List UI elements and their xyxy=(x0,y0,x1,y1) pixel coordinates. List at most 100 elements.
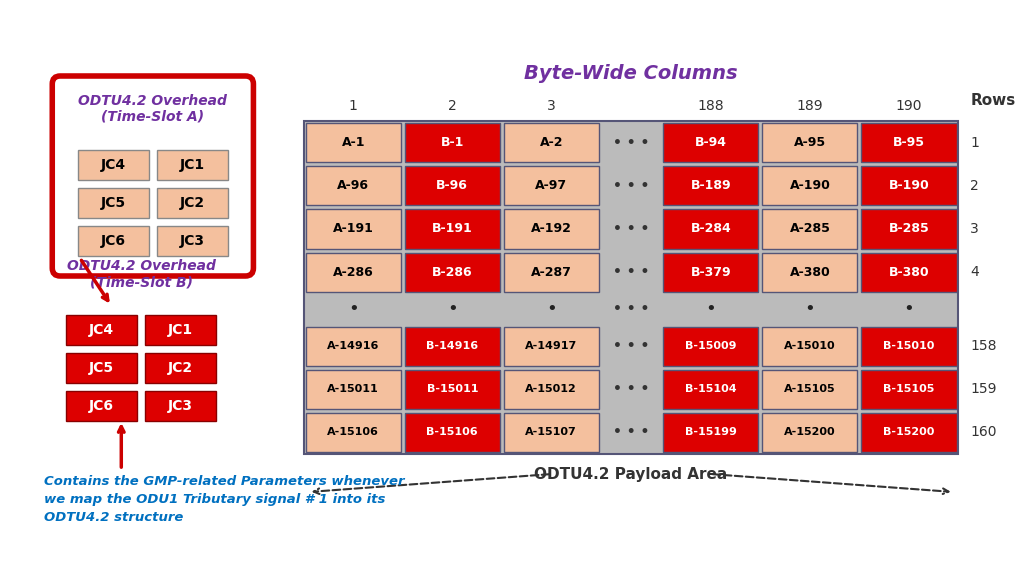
Text: JC4: JC4 xyxy=(89,323,114,337)
Text: we map the ODU1 Tributary signal # 1 into its: we map the ODU1 Tributary signal # 1 int… xyxy=(44,493,386,506)
Bar xyxy=(157,150,227,180)
Text: 189: 189 xyxy=(797,99,823,113)
Text: 4: 4 xyxy=(971,265,979,279)
Text: 3: 3 xyxy=(547,99,556,113)
Text: A-15107: A-15107 xyxy=(525,427,578,437)
Text: B-380: B-380 xyxy=(889,266,929,279)
Bar xyxy=(861,327,956,366)
Text: A-380: A-380 xyxy=(790,266,830,279)
Bar xyxy=(762,413,857,452)
Bar xyxy=(306,252,400,291)
Bar xyxy=(861,413,956,452)
Bar xyxy=(157,226,227,256)
Bar xyxy=(78,188,148,218)
Text: A-287: A-287 xyxy=(530,266,571,279)
Bar xyxy=(306,370,400,409)
Text: JC2: JC2 xyxy=(180,196,205,210)
Bar xyxy=(762,123,857,162)
Text: Rows: Rows xyxy=(971,93,1016,108)
Text: JC5: JC5 xyxy=(89,361,114,375)
Text: A-285: A-285 xyxy=(790,222,830,236)
Bar xyxy=(861,123,956,162)
Bar xyxy=(664,370,759,409)
Text: B-15105: B-15105 xyxy=(884,384,935,394)
Text: B-96: B-96 xyxy=(436,179,468,192)
Text: JC3: JC3 xyxy=(168,399,193,413)
Text: •: • xyxy=(706,300,716,318)
Bar xyxy=(404,413,500,452)
Bar xyxy=(304,121,958,454)
Text: • • •: • • • xyxy=(613,382,649,396)
Text: B-189: B-189 xyxy=(690,179,731,192)
Bar xyxy=(504,413,599,452)
Text: B-15011: B-15011 xyxy=(427,384,478,394)
Text: JC3: JC3 xyxy=(180,234,205,248)
Bar xyxy=(861,166,956,205)
Text: A-14916: A-14916 xyxy=(327,341,380,351)
Bar xyxy=(306,327,400,366)
Text: •: • xyxy=(446,300,458,318)
Text: •: • xyxy=(903,300,914,318)
Bar xyxy=(306,166,400,205)
Text: • • •: • • • xyxy=(613,222,649,236)
Text: B-15200: B-15200 xyxy=(884,427,935,437)
Text: 160: 160 xyxy=(971,426,996,439)
Text: (Time-Slot A): (Time-Slot A) xyxy=(101,110,205,124)
Text: JC1: JC1 xyxy=(168,323,193,337)
Text: A-192: A-192 xyxy=(530,222,571,236)
Text: B-94: B-94 xyxy=(695,136,727,149)
Bar xyxy=(762,252,857,291)
Bar xyxy=(664,252,759,291)
Text: B-14916: B-14916 xyxy=(426,341,478,351)
Text: • • •: • • • xyxy=(613,339,649,353)
Text: 2: 2 xyxy=(971,179,979,193)
Bar xyxy=(306,123,400,162)
Text: A-15011: A-15011 xyxy=(328,384,379,394)
Text: Contains the GMP-related Parameters whenever: Contains the GMP-related Parameters when… xyxy=(44,475,404,488)
Bar xyxy=(664,166,759,205)
Text: B-15010: B-15010 xyxy=(884,341,935,351)
Text: B-15104: B-15104 xyxy=(685,384,736,394)
Text: (Time-Slot B): (Time-Slot B) xyxy=(89,275,193,289)
Text: B-95: B-95 xyxy=(893,136,925,149)
Text: B-15106: B-15106 xyxy=(426,427,478,437)
Bar xyxy=(504,252,599,291)
Bar xyxy=(145,391,216,421)
Text: A-15010: A-15010 xyxy=(784,341,836,351)
Text: A-14917: A-14917 xyxy=(525,341,578,351)
Text: 158: 158 xyxy=(971,339,996,353)
Text: B-191: B-191 xyxy=(432,222,473,236)
Text: ODTU4.2 Payload Area: ODTU4.2 Payload Area xyxy=(535,467,728,482)
Bar xyxy=(861,209,956,248)
Bar xyxy=(306,413,400,452)
Text: A-95: A-95 xyxy=(794,136,826,149)
Text: B-284: B-284 xyxy=(690,222,731,236)
Text: Byte-Wide Columns: Byte-Wide Columns xyxy=(524,64,738,83)
Bar xyxy=(762,209,857,248)
Text: A-15105: A-15105 xyxy=(784,384,836,394)
Bar xyxy=(67,315,137,345)
Text: A-96: A-96 xyxy=(337,179,370,192)
Bar xyxy=(504,123,599,162)
Bar xyxy=(664,123,759,162)
Text: •: • xyxy=(348,300,358,318)
Bar xyxy=(664,413,759,452)
Text: ODTU4.2 Overhead: ODTU4.2 Overhead xyxy=(67,259,215,273)
Text: JC6: JC6 xyxy=(89,399,114,413)
Text: A-15012: A-15012 xyxy=(525,384,578,394)
Text: ODTU4.2 Overhead: ODTU4.2 Overhead xyxy=(79,94,227,108)
Bar xyxy=(404,370,500,409)
Bar xyxy=(145,353,216,383)
Bar xyxy=(762,166,857,205)
Text: B-379: B-379 xyxy=(690,266,731,279)
Bar xyxy=(404,252,500,291)
Text: B-1: B-1 xyxy=(440,136,464,149)
Text: 3: 3 xyxy=(971,222,979,236)
Bar xyxy=(504,370,599,409)
Bar xyxy=(404,123,500,162)
Text: B-15009: B-15009 xyxy=(685,341,736,351)
Bar xyxy=(861,370,956,409)
Text: • • •: • • • xyxy=(613,179,649,193)
Text: A-1: A-1 xyxy=(341,136,365,149)
Bar xyxy=(504,209,599,248)
